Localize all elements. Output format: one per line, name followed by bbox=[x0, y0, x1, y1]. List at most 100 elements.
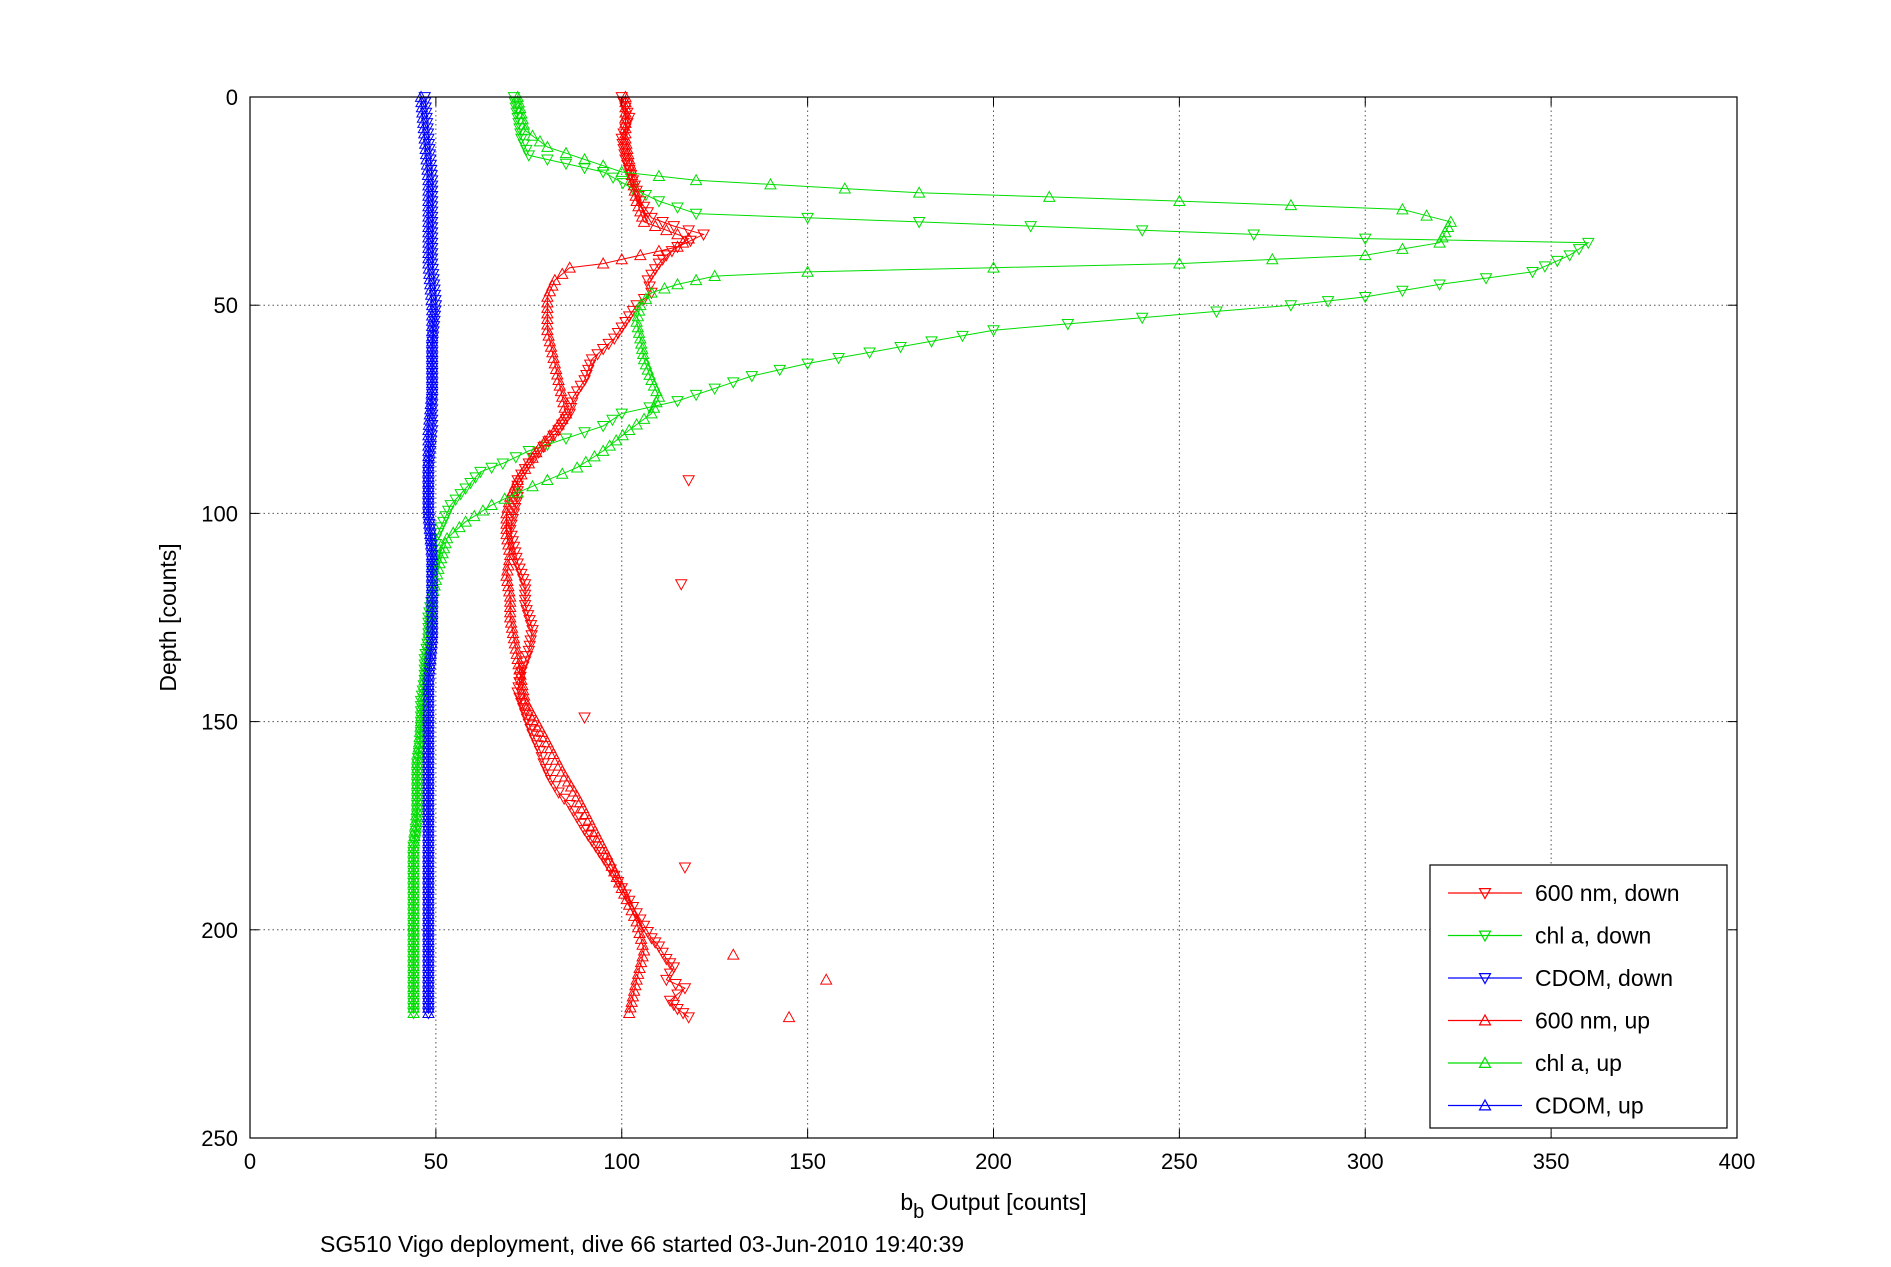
data-point bbox=[682, 1012, 696, 1024]
data-point bbox=[529, 445, 543, 458]
data-point bbox=[863, 347, 876, 359]
legend: 600 nm, down chl a, down CDOM, down 600 nm,… bbox=[1429, 864, 1728, 1129]
legend-item: chl a, down bbox=[1448, 923, 1651, 949]
data-point bbox=[515, 468, 528, 480]
data-point bbox=[528, 734, 542, 747]
data-point bbox=[625, 995, 639, 1007]
data-point bbox=[669, 979, 683, 991]
data-point bbox=[656, 217, 669, 229]
series-chl-a-up bbox=[407, 90, 1458, 1018]
data-point bbox=[552, 373, 565, 386]
data-point bbox=[643, 402, 656, 414]
data-point bbox=[459, 483, 472, 495]
data-point bbox=[652, 196, 666, 208]
data-point bbox=[600, 848, 614, 860]
data-point bbox=[708, 269, 722, 281]
data-point bbox=[634, 932, 648, 944]
data-point bbox=[574, 380, 588, 393]
y-tick-label: 0 bbox=[226, 85, 238, 110]
data-point bbox=[508, 502, 522, 515]
legend-item: CDOM, down bbox=[1448, 965, 1673, 991]
data-point bbox=[607, 864, 621, 877]
data-point bbox=[498, 492, 511, 504]
data-point bbox=[555, 419, 569, 432]
data-point bbox=[648, 937, 662, 949]
data-point bbox=[645, 287, 658, 300]
data-point bbox=[1265, 252, 1279, 265]
data-point bbox=[603, 853, 616, 866]
data-point bbox=[648, 264, 662, 276]
data-point bbox=[558, 401, 572, 413]
data-point bbox=[1042, 190, 1056, 202]
data-point bbox=[541, 306, 554, 319]
data-point bbox=[652, 941, 666, 953]
data-point bbox=[573, 795, 587, 808]
data-point bbox=[541, 323, 554, 336]
data-point bbox=[517, 118, 531, 130]
data-point bbox=[801, 265, 814, 277]
data-point bbox=[633, 961, 646, 974]
data-point bbox=[641, 926, 655, 939]
data-point bbox=[689, 273, 703, 286]
data-point bbox=[660, 974, 673, 987]
data-point bbox=[557, 793, 571, 806]
data-point bbox=[1284, 198, 1298, 211]
legend-item: 600 nm, down bbox=[1448, 880, 1679, 906]
data-point bbox=[579, 455, 593, 467]
data-point bbox=[547, 351, 560, 363]
data-point bbox=[526, 479, 539, 492]
data-point bbox=[630, 315, 643, 327]
data-point bbox=[611, 328, 625, 340]
data-point bbox=[671, 202, 684, 214]
data-point bbox=[671, 277, 684, 290]
data-point bbox=[641, 207, 655, 219]
data-point bbox=[682, 475, 696, 487]
outlier-points bbox=[578, 475, 833, 1023]
data-point bbox=[546, 747, 560, 759]
data-point bbox=[591, 830, 605, 843]
data-point bbox=[1396, 285, 1409, 298]
data-point bbox=[1358, 233, 1372, 246]
data-point bbox=[541, 295, 554, 308]
data-point bbox=[641, 275, 655, 287]
x-axis-label-main: b bbox=[900, 1189, 913, 1215]
data-point bbox=[645, 286, 658, 298]
data-point bbox=[544, 774, 558, 787]
data-point bbox=[616, 178, 630, 190]
data-point bbox=[559, 433, 573, 445]
data-point bbox=[541, 318, 554, 330]
data-point bbox=[570, 386, 584, 398]
legend-swatch-marker bbox=[1478, 1013, 1492, 1026]
data-point bbox=[637, 412, 651, 424]
data-point bbox=[1420, 209, 1433, 221]
data-point bbox=[519, 144, 533, 157]
data-point bbox=[549, 753, 563, 765]
data-point bbox=[633, 248, 647, 261]
data-point bbox=[546, 279, 559, 291]
data-point bbox=[658, 282, 671, 294]
data-point bbox=[559, 406, 573, 419]
data-point bbox=[533, 745, 547, 758]
data-point bbox=[1581, 237, 1595, 250]
legend-label: CDOM, up bbox=[1535, 1093, 1644, 1119]
data-point bbox=[582, 813, 596, 825]
data-point bbox=[1444, 215, 1458, 227]
data-point bbox=[726, 377, 740, 389]
data-point bbox=[611, 877, 625, 889]
data-point bbox=[610, 870, 624, 882]
data-point bbox=[441, 505, 455, 518]
data-point bbox=[633, 926, 646, 939]
data-point bbox=[559, 146, 573, 159]
data-point bbox=[555, 390, 569, 402]
data-point bbox=[579, 807, 593, 819]
data-point bbox=[552, 425, 565, 437]
data-point bbox=[432, 562, 445, 574]
data-point bbox=[629, 978, 642, 991]
data-point bbox=[671, 396, 684, 408]
data-point bbox=[563, 408, 577, 420]
x-axis-label-rest: Output [counts] bbox=[924, 1189, 1086, 1215]
data-point bbox=[615, 322, 629, 334]
data-point bbox=[512, 96, 526, 108]
data-point bbox=[1210, 306, 1223, 318]
data-point bbox=[620, 892, 634, 905]
